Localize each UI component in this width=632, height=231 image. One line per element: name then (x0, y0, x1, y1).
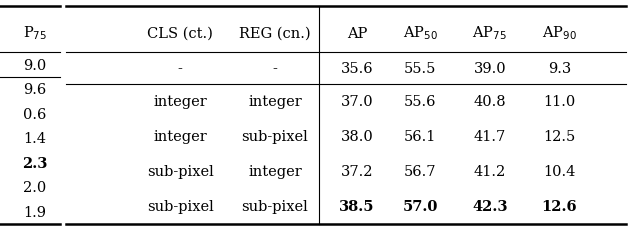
Text: 1.4: 1.4 (23, 132, 46, 146)
Text: sub-pixel: sub-pixel (241, 130, 308, 144)
Text: AP$_{50}$: AP$_{50}$ (403, 25, 438, 42)
Text: sub-pixel: sub-pixel (147, 200, 214, 214)
Text: 2.0: 2.0 (23, 180, 46, 195)
Text: 9.6: 9.6 (23, 83, 46, 97)
Text: 38.5: 38.5 (339, 200, 375, 214)
Text: 40.8: 40.8 (473, 95, 506, 109)
Text: AP: AP (347, 27, 367, 40)
Text: 38.0: 38.0 (341, 130, 374, 144)
Text: 37.0: 37.0 (341, 95, 374, 109)
Text: 37.2: 37.2 (341, 165, 374, 179)
Text: integer: integer (153, 95, 207, 109)
Text: 42.3: 42.3 (472, 200, 507, 214)
Text: 35.6: 35.6 (341, 62, 374, 76)
Text: 9.0: 9.0 (23, 58, 46, 72)
Text: CLS (ct.): CLS (ct.) (147, 27, 213, 40)
Text: integer: integer (248, 165, 302, 179)
Text: 57.0: 57.0 (403, 200, 438, 214)
Text: sub-pixel: sub-pixel (241, 200, 308, 214)
Text: REG (cn.): REG (cn.) (239, 27, 311, 40)
Text: 56.1: 56.1 (404, 130, 437, 144)
Text: AP$_{90}$: AP$_{90}$ (542, 25, 577, 42)
Text: 9.3: 9.3 (548, 62, 571, 76)
Text: 0.6: 0.6 (23, 107, 46, 121)
Text: 1.9: 1.9 (23, 205, 46, 219)
Text: P$_{75}$: P$_{75}$ (23, 25, 47, 42)
Text: 56.7: 56.7 (404, 165, 437, 179)
Text: 39.0: 39.0 (473, 62, 506, 76)
Text: 41.2: 41.2 (473, 165, 506, 179)
Text: integer: integer (153, 130, 207, 144)
Text: 10.4: 10.4 (543, 165, 576, 179)
Text: 11.0: 11.0 (543, 95, 576, 109)
Text: 41.7: 41.7 (473, 130, 506, 144)
Text: 2.3: 2.3 (22, 156, 47, 170)
Text: 12.6: 12.6 (542, 200, 577, 214)
Text: -: - (272, 62, 277, 76)
Text: 55.5: 55.5 (404, 62, 437, 76)
Text: -: - (178, 62, 183, 76)
Text: AP$_{75}$: AP$_{75}$ (472, 25, 507, 42)
Text: 12.5: 12.5 (543, 130, 576, 144)
Text: 55.6: 55.6 (404, 95, 437, 109)
Text: sub-pixel: sub-pixel (147, 165, 214, 179)
Text: integer: integer (248, 95, 302, 109)
